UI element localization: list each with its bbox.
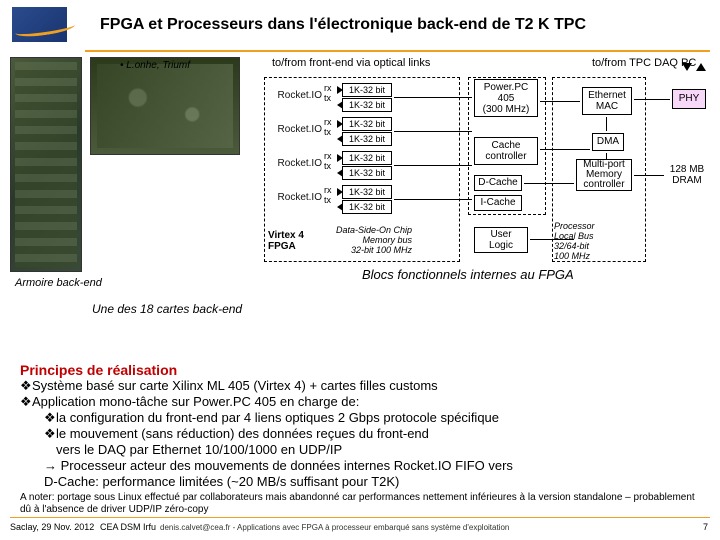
buf-2b: 1K-32 bit — [342, 132, 392, 146]
rack-caption: Armoire back-end — [15, 277, 102, 289]
buf-1b: 1K-32 bit — [342, 98, 392, 112]
principle-1: Système basé sur carte Xilinx ML 405 (Vi… — [32, 378, 438, 393]
label-daq: to/from TPC DAQ PC — [592, 57, 696, 69]
logo — [10, 5, 80, 45]
slide-footer: Saclay, 29 Nov. 2012 CEA DSM Irfu denis.… — [0, 518, 720, 536]
principle-2: Application mono-tâche sur Power.PC 405 … — [32, 394, 359, 409]
rocketio-1: Rocket.IO — [270, 83, 322, 101]
buf-1a: 1K-32 bit — [342, 83, 392, 97]
databus-label: Data-Side-On ChipMemory bus32-bit 100 MH… — [320, 225, 412, 255]
principles-section: Principes de réalisation ❖Système basé s… — [0, 360, 720, 490]
user-logic-block: UserLogic — [474, 227, 528, 253]
slide-title: FPGA et Processeurs dans l'électronique … — [100, 16, 586, 34]
rocketio-3: Rocket.IO — [270, 151, 322, 169]
buf-3b: 1K-32 bit — [342, 166, 392, 180]
buf-4a: 1K-32 bit — [342, 185, 392, 199]
powerpc-block: Power.PC405(300 MHz) — [474, 79, 538, 117]
rxtx-1: rxtx — [324, 83, 338, 103]
block-diagram: to/from front-end via optical links to/f… — [252, 57, 710, 297]
rxtx-3: rxtx — [324, 151, 338, 171]
principle-2a: la configuration du front-end par 4 lien… — [56, 410, 499, 425]
card-caption: Une des 18 cartes back-end — [92, 302, 242, 316]
rxtx-2: rxtx — [324, 117, 338, 137]
card-photo — [90, 57, 240, 155]
i-cache-block: I-Cache — [474, 195, 522, 211]
cache-controller-block: Cachecontroller — [474, 137, 538, 165]
principle-2c2: D-Cache: performance limitées (~20 MB/s … — [44, 474, 399, 489]
label-optical: to/from front-end via optical links — [272, 57, 430, 69]
virtex-label: Virtex 4FPGA — [268, 230, 304, 252]
photo-credit: • L.onhe, Triumf — [120, 60, 190, 71]
footer-mid: denis.calvet@cea.fr - Applications avec … — [160, 523, 703, 532]
footer-org: CEA DSM Irfu — [100, 522, 160, 532]
rocketio-2: Rocket.IO — [270, 117, 322, 135]
buf-4b: 1K-32 bit — [342, 200, 392, 214]
plb-label: ProcessorLocal Bus32/64-bit100 MHz — [554, 221, 595, 261]
d-cache-block: D-Cache — [474, 175, 522, 191]
rxtx-4: rxtx — [324, 185, 338, 205]
phy-block: PHY — [672, 89, 706, 109]
dma-block: DMA — [592, 133, 624, 151]
footnote: A noter: portage sous Linux effectué par… — [0, 490, 720, 516]
rack-photo — [10, 57, 82, 272]
principles-title: Principes de réalisation — [20, 362, 700, 378]
principle-2b: le mouvement (sans réduction) des donnée… — [56, 426, 429, 441]
footer-date: Saclay, 29 Nov. 2012 — [10, 522, 100, 532]
footer-page: 7 — [703, 522, 708, 532]
rocketio-4: Rocket.IO — [270, 185, 322, 203]
buf-3a: 1K-32 bit — [342, 151, 392, 165]
principle-2b2: vers le DAQ par Ethernet 10/100/1000 en … — [56, 442, 342, 457]
ethernet-mac-block: EthernetMAC — [582, 87, 632, 115]
fpga-caption: Blocs fonctionnels internes au FPGA — [362, 267, 574, 282]
buf-2a: 1K-32 bit — [342, 117, 392, 131]
dram-label: 128 MBDRAM — [666, 162, 708, 188]
principle-2c: → Processeur acteur des mouvements de do… — [44, 458, 513, 473]
memory-controller-block: Multi-portMemorycontroller — [576, 159, 632, 191]
